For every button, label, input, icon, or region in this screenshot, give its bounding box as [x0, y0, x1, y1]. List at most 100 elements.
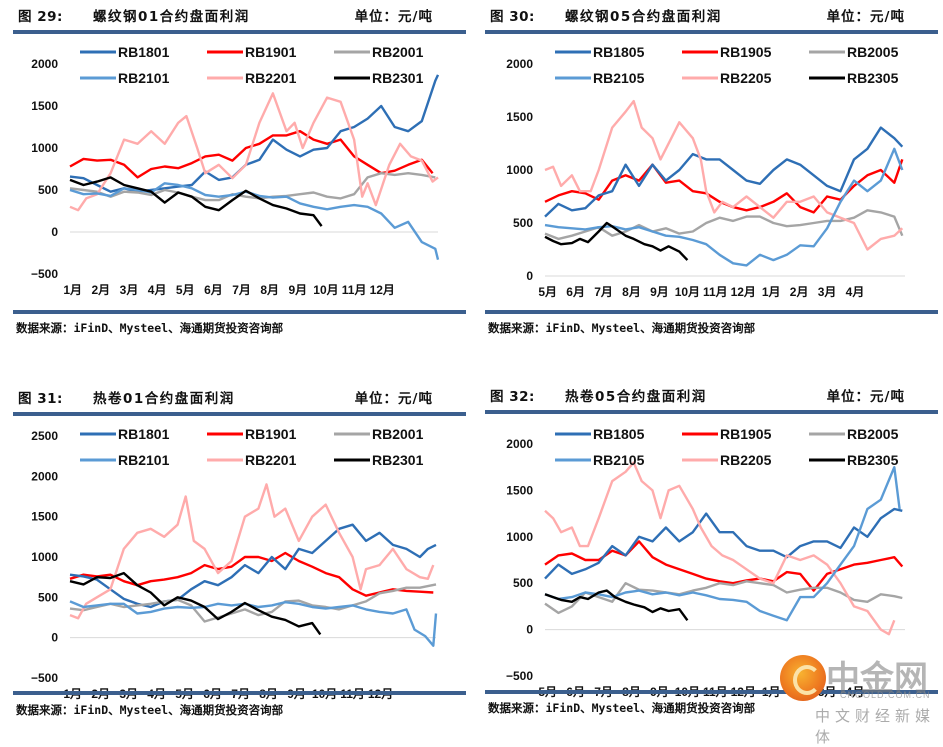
x-tick-label: 5月: [176, 283, 195, 297]
series-line-rb2105: [544, 466, 901, 622]
x-tick-label: 4月: [846, 285, 865, 299]
y-tick-label: 1500: [31, 510, 58, 524]
y-tick-label: 1500: [31, 99, 58, 113]
source-note: 数据来源：iFinD、Mysteel、海通期货投资咨询部: [16, 703, 284, 717]
legend-item: RB1801: [80, 426, 170, 442]
legend-item: RB1901: [207, 44, 297, 60]
legend-item: RB1805: [555, 426, 645, 442]
y-tick-label: −500: [31, 671, 58, 685]
legend-label: RB2101: [118, 452, 170, 468]
y-tick-label: 2000: [31, 469, 58, 483]
x-tick-label: 8月: [260, 283, 279, 297]
figure-29: 图 29: 螺纹钢01合约盘面利润 单位：元/吨 −500 0 500 1000 150…: [8, 0, 468, 335]
figure-title-row: 图 29: 螺纹钢01合约盘面利润 单位：元/吨: [8, 0, 468, 30]
figure-title: 螺纹钢01合约盘面利润: [93, 9, 250, 25]
x-tick-label: 3月: [818, 285, 837, 299]
legend-item: RB1901: [207, 426, 297, 442]
x-tick-label: 10月: [675, 285, 700, 299]
x-tick-label: 11月: [703, 285, 728, 299]
series-line-rb2201: [69, 92, 439, 212]
x-tick-label: 10月: [313, 283, 338, 297]
legend-item: RB2301: [334, 452, 424, 468]
figure-title-row: 图 30: 螺纹钢05合约盘面利润 单位：元/吨: [480, 0, 940, 30]
x-tick-label: 7月: [594, 285, 613, 299]
series-line-rb2301: [69, 176, 323, 227]
legend-label: RB2201: [245, 452, 297, 468]
x-tick-label: 11月: [342, 283, 367, 297]
figure-title: 螺纹钢05合约盘面利润: [565, 9, 722, 25]
figure-31: 图 31: 热卷01合约盘面利润 单位：元/吨 −500 0 500 1000 1500…: [8, 382, 468, 717]
legend-label: RB2301: [372, 452, 424, 468]
source-divider: [485, 690, 938, 694]
legend-label: RB1905: [720, 426, 772, 442]
watermark-url: CNGOLD.COM.CN: [840, 690, 931, 700]
y-tick-label: 1000: [31, 550, 58, 564]
series-line-rb2105: [544, 147, 904, 267]
legend-item: RB2301: [334, 70, 424, 86]
series-line-rb2101: [69, 600, 438, 647]
series-line-rb2001: [69, 172, 436, 202]
legend-item: RB2001: [334, 44, 424, 60]
x-tick-label: 4月: [148, 283, 167, 297]
series-line-rb2201: [69, 483, 435, 620]
y-tick-label: −500: [31, 267, 58, 281]
y-tick-label: 0: [51, 225, 58, 239]
title-divider: [13, 30, 466, 34]
x-tick-label: 12月: [370, 283, 395, 297]
legend-label: RB2101: [118, 70, 170, 86]
watermark-tagline: 中文财经新媒体: [815, 707, 936, 746]
legend-item: RB2201: [207, 452, 297, 468]
series-line-rb1901: [69, 130, 434, 179]
legend-label: RB1805: [593, 426, 645, 442]
legend-item: RB2005: [809, 44, 899, 60]
source-note: 数据来源：iFinD、Mysteel、海通期货投资咨询部: [488, 321, 756, 335]
y-tick-label: 1000: [506, 530, 533, 544]
series-line-rb2301: [69, 571, 322, 636]
legend-item: RB2101: [80, 70, 170, 86]
legend-label: RB2305: [847, 70, 899, 86]
figure-unit: 单位：元/吨: [354, 391, 433, 407]
legend-item: RB2005: [809, 426, 899, 442]
x-tick-label: 9月: [650, 285, 669, 299]
y-tick-label: 2000: [506, 437, 533, 451]
figure-unit: 单位：元/吨: [826, 9, 905, 25]
figure-label: 图 31:: [18, 391, 63, 407]
figure-32: 图 32: 热卷05合约盘面利润 单位：元/吨 −500 0 500 1000 1500…: [480, 380, 940, 715]
x-tick-label: 3月: [120, 283, 139, 297]
legend-label: RB2005: [847, 426, 899, 442]
watermark: 中金网 CNGOLD.COM.CN 中文财经新媒体: [780, 655, 943, 746]
y-tick-label: 500: [513, 216, 533, 230]
source-divider: [13, 310, 466, 314]
series-line-rb2101: [69, 182, 440, 260]
legend-label: RB2305: [847, 452, 899, 468]
figure-title: 热卷01合约盘面利润: [93, 391, 235, 407]
legend-label: RB2205: [720, 70, 772, 86]
figure-title-row: 图 32: 热卷05合约盘面利润 单位：元/吨: [480, 380, 940, 410]
legend-item: RB2205: [682, 452, 772, 468]
legend-item: RB2101: [80, 452, 170, 468]
series-line-rb2205: [544, 461, 896, 636]
x-tick-label: 8月: [622, 285, 641, 299]
legend-item: RB1905: [682, 426, 772, 442]
legend-item: RB1905: [682, 44, 772, 60]
y-tick-label: 1000: [31, 141, 58, 155]
legend-item: RB1805: [555, 44, 645, 60]
figure-30: 图 30: 螺纹钢05合约盘面利润 单位：元/吨 0 500 1000 1500 200…: [480, 0, 940, 335]
watermark-logo-icon: [780, 655, 826, 701]
legend-item: RB1801: [80, 44, 170, 60]
chart-31: −500050010001500200025001月2月3月4月5月6月7月8月…: [31, 426, 438, 701]
y-tick-label: 0: [51, 631, 58, 645]
legend-item: RB2001: [334, 426, 424, 442]
series-line-rb2001: [69, 583, 437, 623]
source-note: 数据来源：iFinD、Mysteel、海通期货投资咨询部: [16, 321, 284, 335]
watermark-name: 中金网: [826, 659, 928, 699]
x-tick-label: 6月: [566, 285, 585, 299]
x-tick-label: 9月: [288, 283, 307, 297]
legend-item: RB2105: [555, 70, 645, 86]
legend-item: RB2105: [555, 452, 645, 468]
legend-item: RB2201: [207, 70, 297, 86]
legend-label: RB1901: [245, 44, 297, 60]
legend-item: RB2305: [809, 452, 899, 468]
legend-label: RB1901: [245, 426, 297, 442]
legend-label: RB2201: [245, 70, 297, 86]
